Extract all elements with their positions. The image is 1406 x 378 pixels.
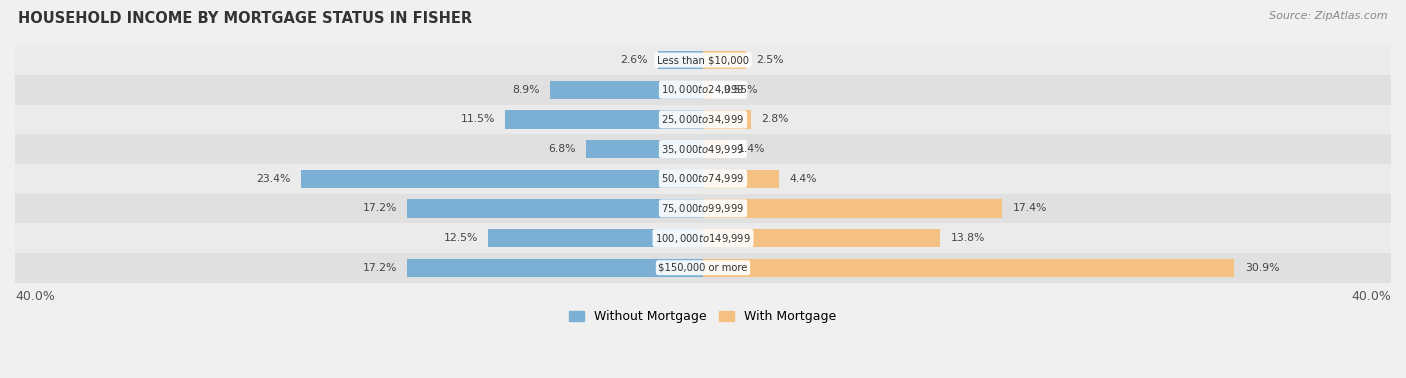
Text: 40.0%: 40.0% (15, 290, 55, 303)
Text: 2.8%: 2.8% (762, 115, 789, 124)
Text: 2.5%: 2.5% (756, 55, 783, 65)
Bar (15, 164, 1391, 194)
Bar (703, 169, 779, 188)
Bar (488, 229, 703, 247)
Text: 8.9%: 8.9% (512, 85, 540, 95)
Bar (15, 75, 1391, 105)
Bar (15, 134, 1391, 164)
Bar (703, 199, 1002, 218)
Text: 11.5%: 11.5% (461, 115, 495, 124)
Text: 17.2%: 17.2% (363, 263, 396, 273)
Text: 17.4%: 17.4% (1012, 203, 1047, 214)
Text: Less than $10,000: Less than $10,000 (657, 55, 749, 65)
Text: 4.4%: 4.4% (789, 174, 817, 184)
Text: 13.8%: 13.8% (950, 233, 986, 243)
Legend: Without Mortgage, With Mortgage: Without Mortgage, With Mortgage (564, 305, 842, 328)
Bar (301, 169, 703, 188)
Bar (408, 199, 703, 218)
Text: 6.8%: 6.8% (548, 144, 575, 154)
Bar (15, 253, 1391, 282)
Bar (586, 140, 703, 158)
Bar (15, 223, 1391, 253)
Bar (550, 81, 703, 99)
Text: $100,000 to $149,999: $100,000 to $149,999 (655, 232, 751, 245)
Text: 30.9%: 30.9% (1244, 263, 1279, 273)
Text: 2.6%: 2.6% (620, 55, 648, 65)
Bar (658, 51, 703, 69)
Text: $10,000 to $24,999: $10,000 to $24,999 (661, 83, 745, 96)
Bar (703, 81, 713, 99)
Text: $25,000 to $34,999: $25,000 to $34,999 (661, 113, 745, 126)
Bar (15, 194, 1391, 223)
Bar (703, 110, 751, 129)
Text: 0.55%: 0.55% (723, 85, 758, 95)
Bar (703, 259, 1234, 277)
Text: $150,000 or more: $150,000 or more (658, 263, 748, 273)
Bar (505, 110, 703, 129)
Bar (15, 105, 1391, 134)
Text: $75,000 to $99,999: $75,000 to $99,999 (661, 202, 745, 215)
Bar (703, 51, 747, 69)
Text: 12.5%: 12.5% (443, 233, 478, 243)
Text: 1.4%: 1.4% (737, 144, 765, 154)
Text: $35,000 to $49,999: $35,000 to $49,999 (661, 143, 745, 156)
Text: Source: ZipAtlas.com: Source: ZipAtlas.com (1270, 11, 1388, 21)
Bar (15, 45, 1391, 75)
Text: $50,000 to $74,999: $50,000 to $74,999 (661, 172, 745, 185)
Text: 40.0%: 40.0% (1351, 290, 1391, 303)
Bar (703, 229, 941, 247)
Bar (703, 140, 727, 158)
Text: 23.4%: 23.4% (256, 174, 290, 184)
Text: HOUSEHOLD INCOME BY MORTGAGE STATUS IN FISHER: HOUSEHOLD INCOME BY MORTGAGE STATUS IN F… (18, 11, 472, 26)
Bar (408, 259, 703, 277)
Text: 17.2%: 17.2% (363, 203, 396, 214)
